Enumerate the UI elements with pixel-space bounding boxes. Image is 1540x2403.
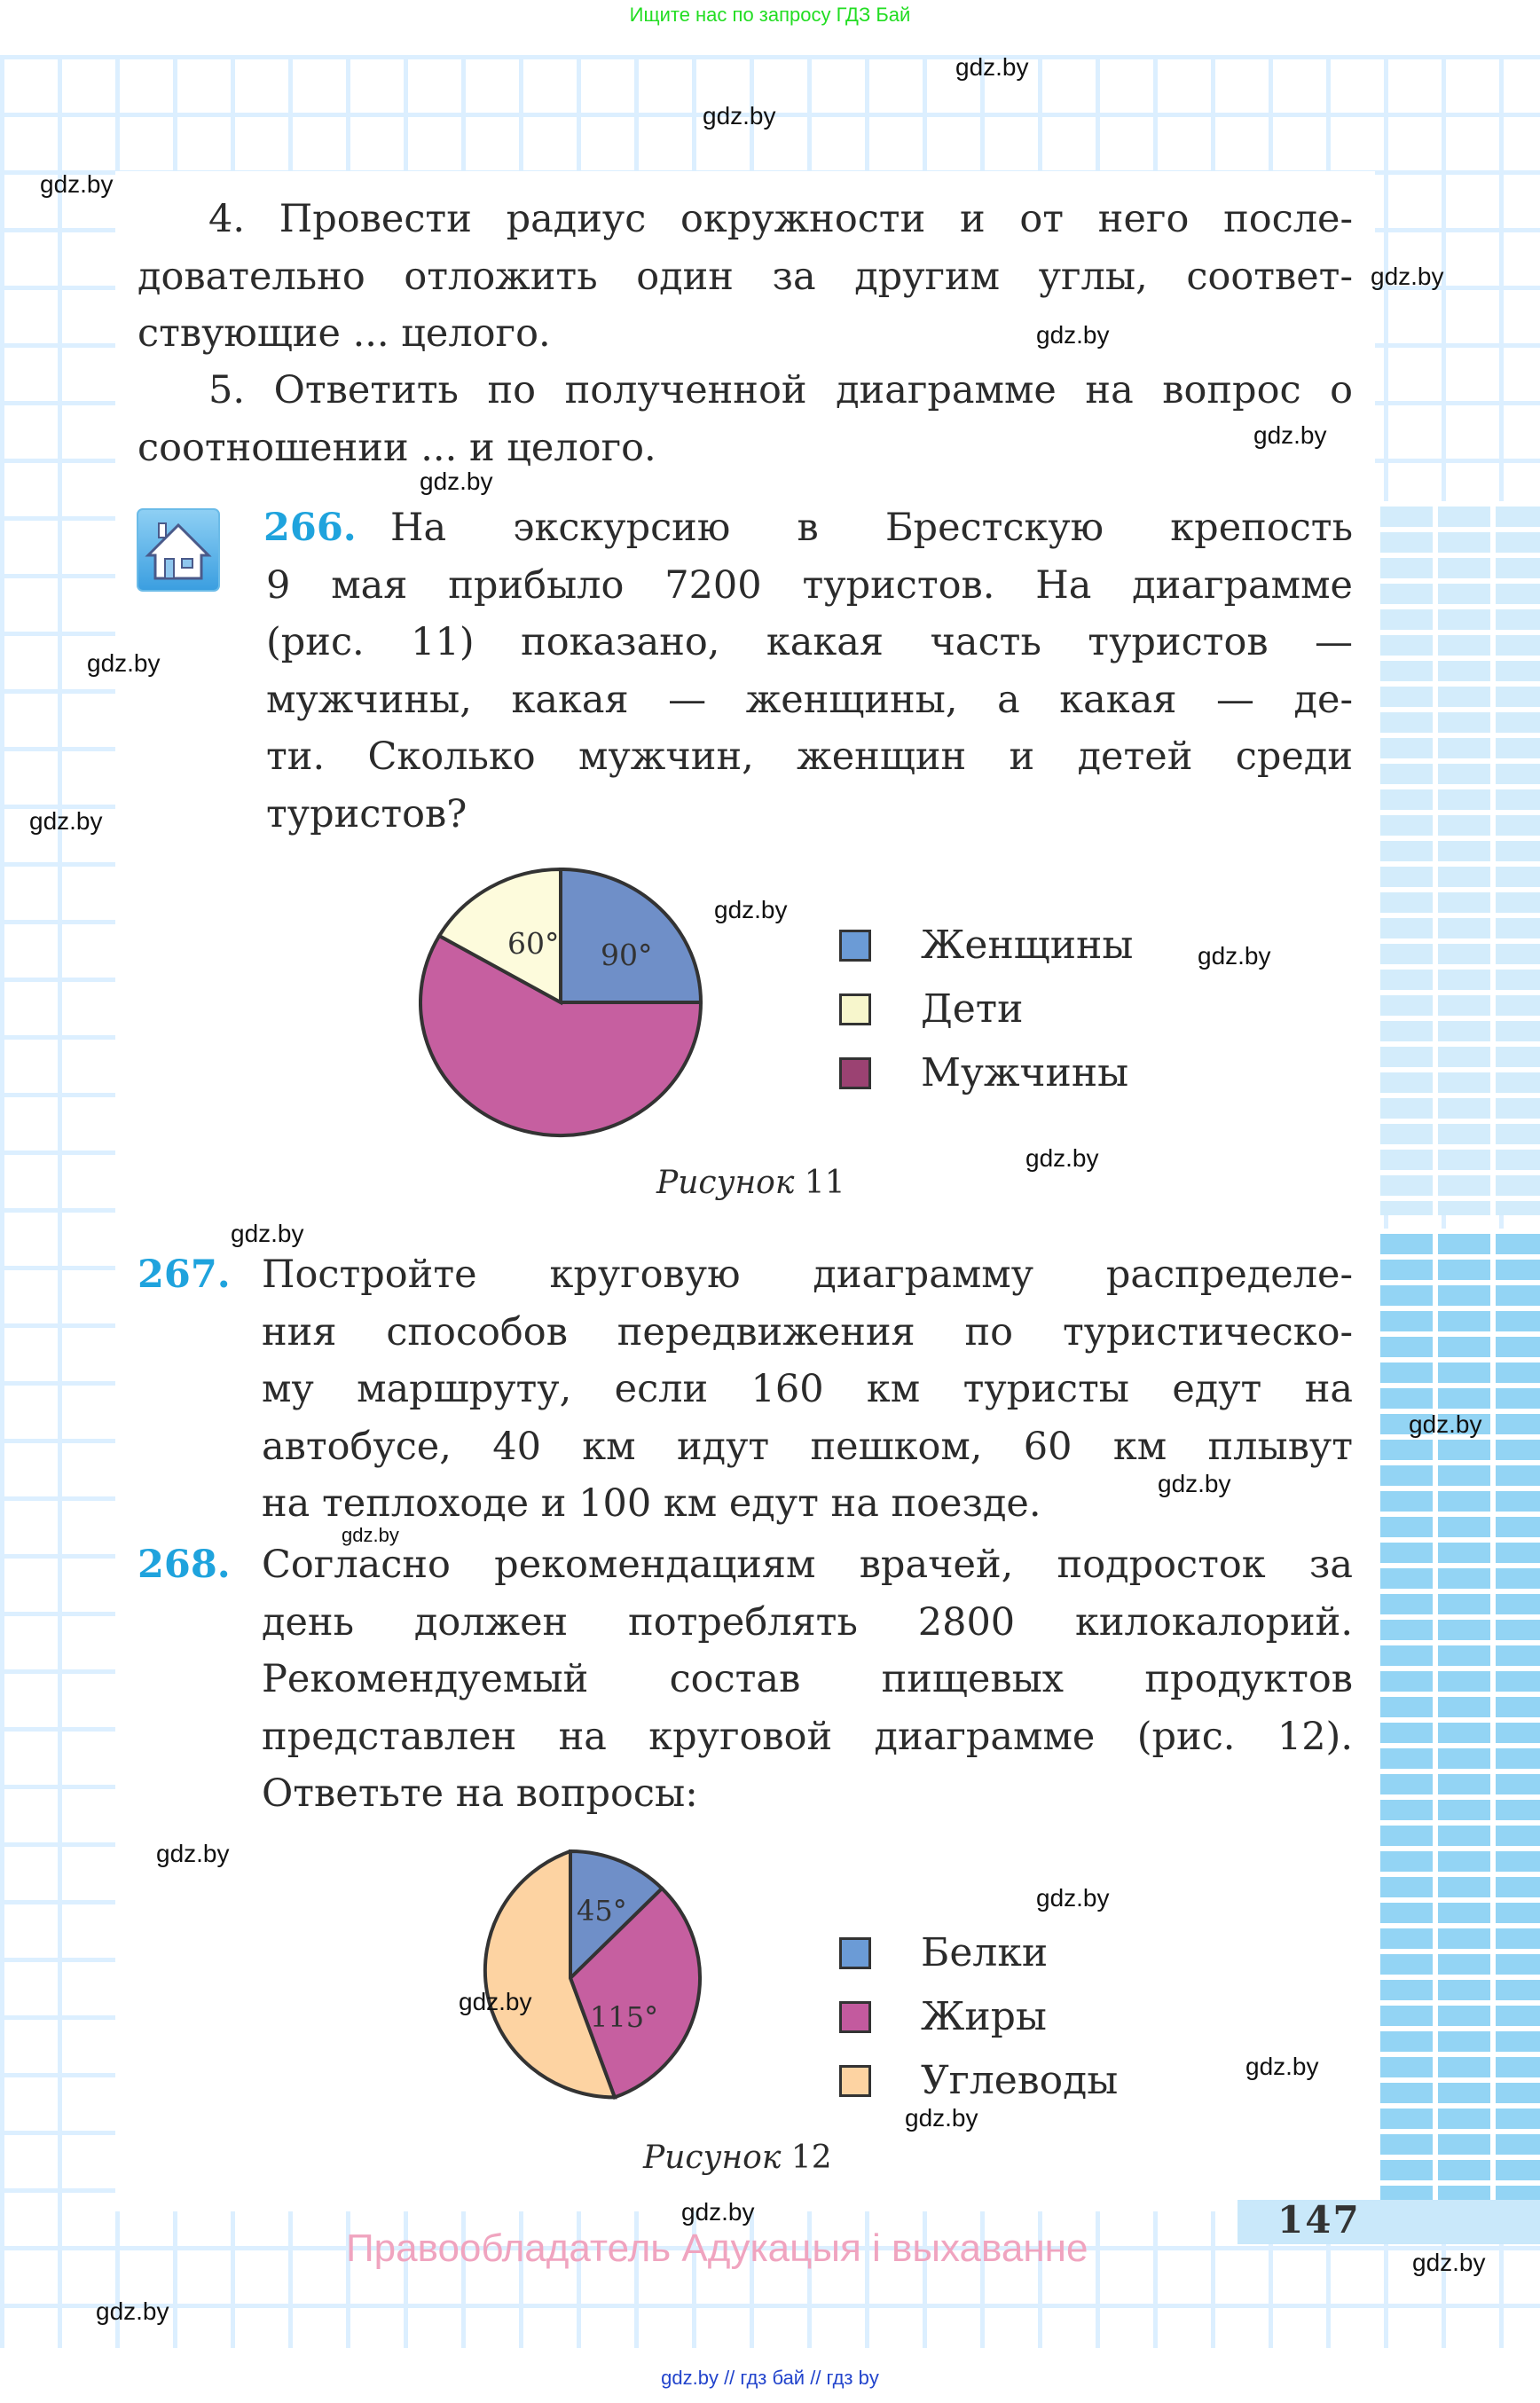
task-line: Ответьте на вопросы: [262, 1771, 698, 1816]
pie-chart-fig11: 60° 90° [419, 862, 711, 1150]
caption-word: Рисунок [643, 2140, 782, 2176]
task-line: ния способов передвижения по туристическ… [262, 1309, 1353, 1355]
legend-women: Женщины [839, 923, 1133, 968]
watermark: gdz.by [1158, 1470, 1231, 1497]
task-line: ти. Сколько мужчин, женщин и детей среди [266, 734, 1353, 779]
watermark: gdz.by [1412, 2249, 1486, 2276]
caption-word: Рисунок [656, 1165, 795, 1201]
watermark: gdz.by [40, 170, 114, 198]
watermark: gdz.by [905, 2104, 978, 2132]
legend-swatch [839, 2000, 871, 2033]
svg-text:45°: 45° [577, 1894, 627, 1928]
task-line: На экскурсию в Брестскую крепость [390, 506, 1353, 550]
watermark: gdz.by [459, 1988, 532, 2015]
legend-swatch [839, 2064, 871, 2097]
svg-text:115°: 115° [590, 2000, 658, 2034]
side-decoration-light [1375, 501, 1540, 1215]
watermark: gdz.by [1253, 421, 1327, 449]
step-4-line: довательно отложить один за другим углы,… [138, 254, 1353, 299]
watermark: gdz.by [1409, 1410, 1482, 1438]
task-line: (рис. 11) показано, какая часть туристов… [266, 620, 1353, 664]
page-number: 147 [1277, 2198, 1361, 2242]
watermark: gdz.by [1036, 1884, 1110, 1912]
task-line: мужчины, какая — женщины, а какая — де- [266, 677, 1353, 722]
caption-number: 11 [804, 1165, 845, 1201]
legend-swatch [839, 929, 871, 962]
task-line: день должен потреблять 2800 килокалорий. [262, 1599, 1353, 1645]
task-number: 267. [138, 1253, 231, 1297]
legend-proteins: Белки [839, 1930, 1048, 1975]
legend-label: Жиры [921, 1994, 1047, 2039]
watermark: gdz.by [1198, 942, 1271, 970]
task-267: 267. Постройте круговую диаграмму распре… [138, 1246, 1353, 1533]
legend-swatch [839, 993, 871, 1025]
watermark: gdz.by [29, 807, 103, 835]
legend-men: Мужчины [839, 1050, 1128, 1095]
legend-label: Углеводы [921, 2058, 1119, 2103]
step-4-line: 4. Провести радиус окружности и от него … [208, 197, 1353, 241]
watermark: gdz.by [342, 1524, 399, 1546]
watermark: gdz.by [231, 1220, 304, 1247]
step-4: 4. Провести радиус окружности и от него … [138, 191, 1353, 363]
step-5: 5. Ответить по полученной диаграмме на в… [138, 362, 1353, 476]
task-number: 266. [263, 506, 357, 550]
task-line: представлен на круговой диаграмме (рис. … [262, 1714, 1353, 1759]
task-line: Рекомендуемый состав пищевых продуктов [262, 1657, 1353, 1701]
caption-number: 12 [790, 2140, 832, 2176]
legend-carbohydrates: Углеводы [839, 2058, 1118, 2103]
watermark: gdz.by [420, 467, 493, 495]
home-icon [136, 506, 221, 594]
task-line: 9 мая прибыло 7200 туристов. На диаграмм… [266, 562, 1353, 608]
content-panel [115, 171, 1375, 2211]
watermark: gdz.by [1371, 263, 1444, 290]
watermark: gdz.by [96, 2297, 169, 2325]
top-banner: Ищите нас по запросу ГДЗ Бай [629, 4, 911, 26]
task-line: автобусе, 40 км идут пешком, 60 км плыву… [262, 1424, 1353, 1469]
step-5-line: соотношении ... и целого. [138, 425, 656, 470]
task-line: туристов? [266, 791, 468, 836]
task-268: 268. Согласно рекомендациям врачей, подр… [138, 1536, 1353, 1823]
side-decoration-dark [1375, 1229, 1540, 2204]
page-number-bar [1238, 2200, 1540, 2244]
watermark: gdz.by [955, 53, 1029, 81]
watermark: gdz.by [156, 1840, 230, 1867]
watermark: gdz.by [681, 2198, 755, 2226]
watermark: gdz.by [1025, 1144, 1099, 1172]
task-line: Согласно рекомендациям врачей, подросток… [262, 1543, 1353, 1587]
legend-swatch [839, 1936, 871, 1969]
figure-11-caption: Рисунок 11 [656, 1165, 845, 1201]
task-266: 266. На экскурсию в Брестскую крепость 9… [138, 499, 1353, 843]
task-line: на теплоходе и 100 км едут на поезде. [262, 1481, 1041, 1526]
watermark: gdz.by [703, 102, 776, 130]
legend-label: Белки [921, 1930, 1049, 1975]
watermark: gdz.by [714, 896, 788, 923]
watermark: gdz.by [1036, 321, 1110, 349]
step-5-line: 5. Ответить по полученной диаграмме на в… [208, 368, 1353, 412]
legend-swatch [839, 1056, 871, 1089]
svg-text:60°: 60° [507, 926, 560, 961]
legend-label: Женщины [921, 923, 1134, 968]
legend-fats: Жиры [839, 1994, 1047, 2039]
task-line: му маршруту, если 160 км туристы едут на [262, 1367, 1353, 1411]
svg-text:90°: 90° [601, 938, 653, 972]
legend-label: Мужчины [921, 1050, 1129, 1095]
watermark: gdz.by [1245, 2053, 1319, 2080]
footer-links[interactable]: gdz.by // гдз бай // гдз by [661, 2367, 879, 2389]
figure-12-caption: Рисунок 12 [643, 2140, 832, 2176]
legend-label: Дети [921, 986, 1024, 1032]
watermark: gdz.by [87, 649, 161, 677]
task-line: Постройте круговую диаграмму распределе- [262, 1253, 1353, 1297]
step-4-line: ствующие ... целого. [138, 311, 551, 356]
copyright-text: Правообладатель Адукацыя і выхаванне [346, 2226, 1088, 2270]
task-number: 268. [138, 1543, 231, 1587]
legend-children: Дети [839, 986, 1023, 1032]
pie-chart-fig12: 45° 115° [439, 1849, 714, 2119]
